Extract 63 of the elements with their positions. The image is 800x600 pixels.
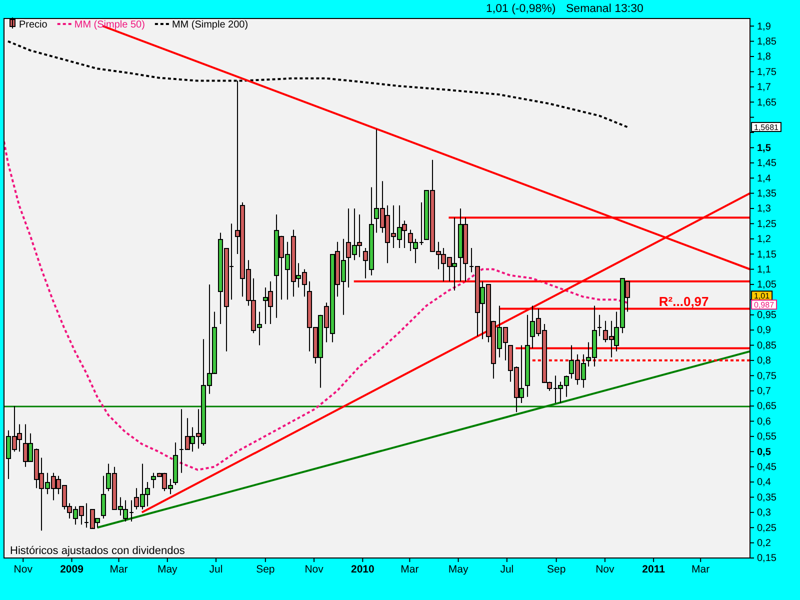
x-tick-label: Jul (209, 563, 223, 576)
annotation: 1,5681 (754, 122, 780, 132)
chart-subtitle: Semanal 13:30 (566, 3, 644, 15)
candlestick (597, 314, 602, 337)
y-tick-label: 0,8 (757, 356, 772, 367)
x-tick-label: Mar (400, 563, 420, 576)
x-tick-label: Sep (546, 563, 566, 576)
y-tick-label: 1,4 (757, 173, 772, 184)
y-tick-label: 1,85 (757, 36, 777, 48)
x-tick-label: Sep (256, 563, 275, 576)
chart-title: 1,01 (-0,98%) (486, 3, 556, 15)
y-tick-label: 1,15 (757, 249, 777, 260)
y-tick-label: 1,5 (757, 142, 772, 154)
annotation: 1,01 (754, 291, 770, 300)
y-tick-label: 1,05 (757, 280, 777, 291)
x-tick-label: 2010 (350, 563, 374, 576)
y-tick-label: 0,6 (757, 416, 772, 428)
y-tick-label: 0,95 (757, 310, 777, 322)
x-tick-label: May (157, 563, 178, 576)
y-tick-label: 1,75 (757, 66, 777, 78)
annotation: R²...0,97 (658, 294, 709, 309)
x-tick-label: May (448, 563, 469, 576)
y-tick-label: 1,65 (757, 97, 777, 108)
y-tick-label: 0,4 (757, 477, 772, 488)
line-series (4, 140, 628, 471)
y-tick-label: 0,2 (757, 538, 772, 550)
annotation: Históricos ajustados con dividendos (10, 545, 186, 557)
y-tick-label: 0,55 (757, 432, 777, 443)
y-tick-label: 1,7 (757, 82, 772, 94)
y-tick-label: 0,3 (757, 508, 772, 519)
candlestick (101, 475, 106, 519)
y-tick-label: 0,25 (757, 522, 777, 534)
legend-label: MM (Simple 50) (74, 20, 145, 30)
y-tick-label: 1,9 (757, 21, 772, 32)
y-tick-label: 0,85 (757, 340, 777, 352)
x-tick-label: Nov (14, 563, 34, 576)
legend-label: Precio (19, 20, 48, 30)
y-tick-label: 0,7 (757, 386, 772, 398)
y-tick-label: 1,8 (757, 52, 772, 63)
y-tick-label: 0,35 (757, 492, 777, 504)
y-tick-label: 0,9 (757, 325, 772, 336)
y-tick-label: 0,45 (757, 462, 777, 474)
y-tick-label: 0,65 (757, 401, 777, 412)
y-tick-label: 1,25 (757, 218, 777, 230)
annotation: 0,987 (754, 300, 775, 310)
y-tick-label: 0,15 (757, 553, 777, 564)
legend-label: MM (Simple 200) (172, 20, 248, 30)
x-tick-label: Nov (596, 563, 616, 576)
y-tick-label: 1,35 (757, 188, 777, 200)
y-tick-label: 1,3 (757, 204, 772, 215)
x-tick-label: Jul (500, 563, 514, 576)
x-tick-label: 2011 (642, 563, 666, 576)
candlestick (173, 442, 178, 486)
y-tick-label: 1,1 (757, 264, 772, 276)
candlestick (525, 314, 530, 398)
y-tick-label: 1,45 (757, 158, 777, 170)
y-tick-label: 0,75 (757, 370, 777, 382)
x-tick-label: Mar (110, 563, 128, 576)
x-tick-label: Mar (692, 563, 710, 576)
y-tick-label: 0,5 (757, 446, 772, 458)
x-tick-label: 2009 (60, 563, 84, 576)
y-tick-label: 1,2 (757, 234, 772, 246)
x-tick-label: Nov (304, 563, 324, 576)
